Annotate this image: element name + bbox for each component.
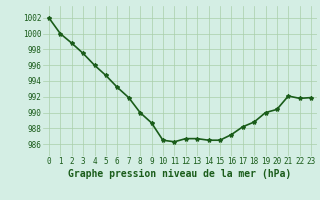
X-axis label: Graphe pression niveau de la mer (hPa): Graphe pression niveau de la mer (hPa) <box>68 169 292 179</box>
